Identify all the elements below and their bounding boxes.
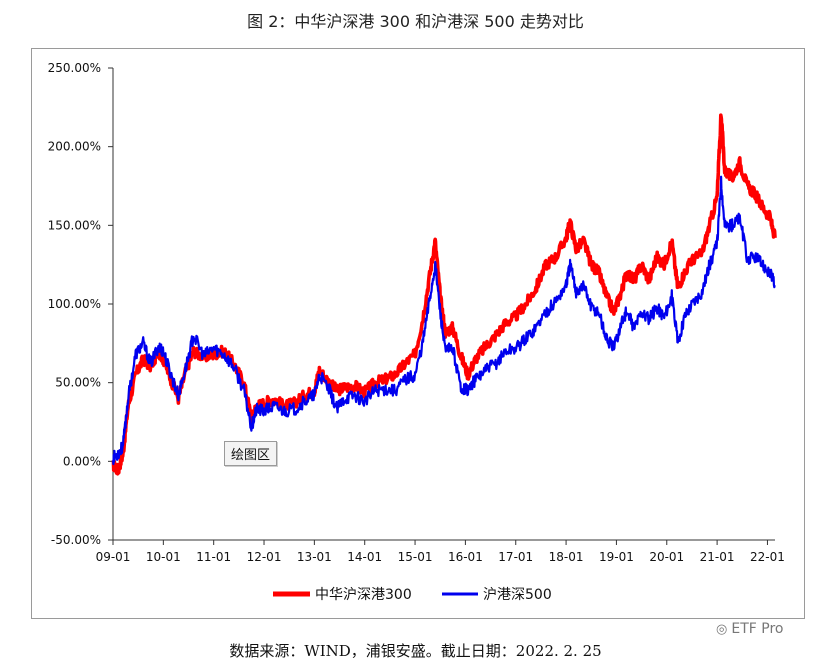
legend-label-hsh300: 中华沪深港300 [315, 587, 412, 603]
y-tick-label: 200.00% [48, 140, 101, 154]
plot-area-tooltip: 绘图区 [224, 441, 278, 466]
series-line-hsh300 [111, 113, 777, 476]
watermark-text: ETF Pro [731, 621, 784, 637]
watermark: ◎ ETF Pro [716, 621, 783, 637]
source-note: 数据来源：WIND，浦银安盛。截止日期：2022. 2. 25 [229, 642, 602, 660]
x-tick-label: 13-01 [297, 550, 332, 564]
chart-title: 图 2：中华沪深港 300 和沪港深 500 走势对比 [247, 12, 584, 31]
y-tick-label: 100.00% [48, 297, 101, 311]
series-line-hgs500 [111, 175, 776, 466]
x-tick-label: 11-01 [196, 550, 231, 564]
x-tick-label: 09-01 [96, 550, 131, 564]
chart-frame [31, 48, 805, 619]
y-tick-label: 250.00% [48, 61, 101, 75]
x-tick-label: 15-01 [398, 550, 433, 564]
y-tick-label: 0.00% [63, 454, 101, 468]
x-tick-label: 19-01 [599, 550, 634, 564]
x-tick-label: 10-01 [146, 550, 181, 564]
y-tick-label: 50.00% [55, 376, 101, 390]
y-tick-label: -50.00% [51, 533, 101, 547]
x-tick-label: 18-01 [549, 550, 584, 564]
x-tick-label: 21-01 [700, 550, 735, 564]
x-tick-label: 14-01 [347, 550, 382, 564]
x-tick-label: 16-01 [448, 550, 483, 564]
x-tick-label: 17-01 [498, 550, 533, 564]
legend-label-hgs500: 沪港深500 [483, 587, 552, 603]
x-tick-label: 22-01 [750, 550, 785, 564]
wechat-icon: ◎ [716, 622, 728, 637]
x-tick-label: 12-01 [247, 550, 282, 564]
x-tick-label: 20-01 [649, 550, 684, 564]
y-tick-label: 150.00% [48, 218, 101, 232]
